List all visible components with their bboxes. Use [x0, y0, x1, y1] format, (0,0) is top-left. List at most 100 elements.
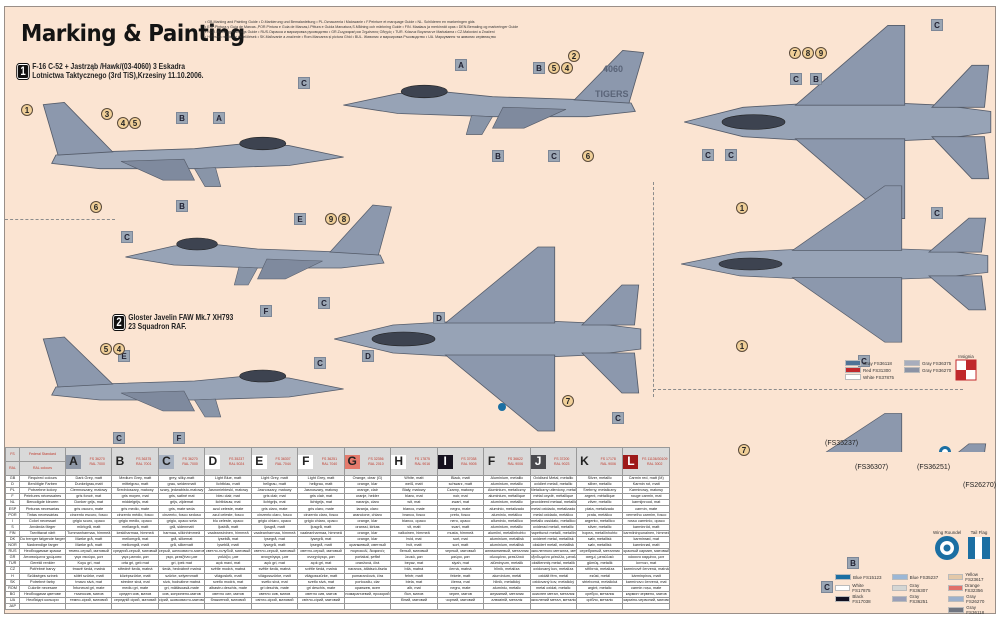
tail-flag-icon: [968, 537, 990, 559]
row-label: Du trenger følgende farger: [19, 535, 66, 544]
color-legend-scheme-1: Gray FS36118 Gray FS36375 Red FS31300 Gray …: [845, 360, 951, 380]
callout-8: 8: [802, 47, 814, 59]
ral-code: RAL 7001: [135, 461, 152, 466]
legend-label: Gray FS26270: [966, 594, 985, 604]
color-swatch: [835, 574, 851, 580]
color-name-cell: темно-серый, матовый: [64, 548, 113, 556]
color-name-cell: vaaleanharmaa, himmeä: [250, 529, 299, 537]
ral-code: RAL 7044: [275, 461, 291, 466]
color-name-cell: світло-сірий, матовий: [297, 596, 345, 604]
color-name-cell: [157, 602, 206, 611]
roundel-icon: [935, 536, 960, 560]
color-name-cell: karmínově červená, matná: [622, 566, 670, 574]
legend-item: Gray FS36307: [891, 583, 939, 593]
color-name-cell: gri, mătăsoasă-mate: [157, 584, 206, 592]
color-name-cell: алуминий, металик: [483, 590, 531, 598]
ral-code: RAL 9016: [414, 461, 431, 466]
callout-6: 6: [90, 201, 102, 213]
guide-line: • ESP.Pintura y Guía de Marcas.,POR.Pint…: [205, 25, 519, 29]
callout-c: C: [931, 19, 943, 31]
callout-c: C: [612, 412, 624, 424]
ral-code: RAL 5024: [228, 461, 245, 466]
color-name-cell: оранжевый, светлый: [343, 542, 392, 550]
color-column-header: I FS 37038 RAL 9005: [436, 447, 485, 476]
color-name-cell: світло-сірий, матовий: [250, 596, 299, 604]
scheme-title: F-16 C-52 + Jastrząb /Hawk/(03-4060) 3 E…: [32, 61, 186, 71]
legend-item: Gray FS36375: [904, 360, 951, 366]
header-label: Federal Standard: [19, 447, 66, 462]
ral-code: RAL 9023: [554, 461, 570, 466]
guide-line: • GB.Marking and Painting Guide • D.Mark…: [205, 20, 475, 24]
color-name-cell: [575, 602, 624, 611]
row-label: Необходими цветове: [19, 590, 66, 598]
color-name-cell: темно-сірий, матовий: [64, 596, 113, 604]
color-name-cell: metal oxidado, metalizado: [529, 505, 577, 513]
fs-callout: (FS36307): [855, 464, 889, 471]
callout-b: B: [533, 62, 545, 74]
fs-code: FS 17178: [600, 456, 616, 461]
color-column-header: L FS 11136/30109 RAL 3002: [622, 447, 670, 476]
javelin-side-view-right: [42, 336, 345, 418]
color-name-cell: Carmin red, matt (M): [622, 474, 670, 483]
divider: [5, 219, 115, 220]
legend-label: Black FS17038: [852, 594, 871, 604]
color-name-cell: Jasnoniebieski, matowy: [204, 487, 252, 495]
legend-item: [835, 605, 882, 615]
scheme-2-label: 2 Gloster Javelin FAW Mk.7 XH793 23 Squad…: [112, 313, 233, 331]
tail-name-text: TIGERS: [595, 89, 629, 99]
underside-view: [333, 246, 642, 432]
color-name-cell: oxidovaný kov, metalíza: [529, 566, 577, 574]
color-name-cell: cinzento, fosco sedoso: [157, 511, 206, 519]
callout-5: 5: [548, 62, 560, 74]
color-column-header: F FS 36251 RAL 7040: [297, 447, 345, 476]
color-swatch: [948, 585, 963, 591]
fs-code: FS 36375: [136, 456, 152, 461]
legend-item: Black FS17038: [835, 594, 882, 604]
callout-7: 7: [789, 47, 801, 59]
color-column-header: A FS 36270 RAL 7000: [64, 447, 113, 476]
color-name-cell: grigio chiaro, opaco: [297, 517, 345, 525]
legend-item: Red FS31300: [845, 367, 894, 373]
color-name-cell: narancs, átlátszó-tiszta: [343, 566, 392, 574]
legend-label: Blue FS35237: [909, 574, 939, 580]
color-name-cell: alumiini, metallinhohto: [483, 529, 531, 537]
legend-label: White FS37875: [863, 374, 895, 380]
color-name-cell: métal oxydé, métallique: [529, 493, 577, 501]
color-name-cell: sivá, hodvábne matná: [157, 578, 206, 586]
ral-code: RAL 3002: [647, 461, 663, 466]
color-name-cell: karmínovo červená, mat: [622, 578, 670, 586]
row-label: Peintures nécessaires: [19, 493, 66, 501]
color-name-cell: светло-серый, матовый: [297, 548, 345, 556]
callout-4: 4: [117, 117, 129, 129]
legend-item: Gray FS36118: [845, 360, 894, 366]
row-label: [19, 602, 66, 611]
table-row: RUS Необходимые краски темно-серый, матовы…: [5, 548, 670, 556]
color-name-cell: помаранчевий, прозорий: [343, 590, 392, 598]
color-name-cell: oxidovaný kov, metalický: [529, 578, 577, 586]
table-row: ROM Culorile necesare Întunecat gri, mate m…: [5, 584, 670, 592]
ral-code: RAL 9006: [600, 461, 616, 466]
callout-a: A: [455, 59, 467, 71]
legend-label: Gray FS36307: [909, 583, 928, 593]
color-letter: F: [298, 454, 314, 469]
color-swatch: [845, 367, 861, 373]
color-column-header: B FS 36375 RAL 7001: [111, 447, 159, 476]
table-row: UA Необхідні кольори темно-сірий, матовий с…: [5, 596, 670, 604]
callout-7: 7: [738, 444, 750, 456]
color-name-cell: szary, jedwabisto-matowy: [157, 487, 206, 495]
legend-label: Blue FS15123: [853, 574, 882, 580]
color-name-cell: Aluminium, metallic: [483, 474, 531, 483]
fs-code: FS 36307: [275, 456, 291, 461]
callout-4: 4: [113, 343, 125, 355]
table-row: FIN Tarvittavat värit Tummanharmaa, himmeä…: [5, 529, 670, 537]
legend-item: Yellow FS23617: [948, 572, 995, 582]
callout-d: D: [433, 312, 445, 324]
fs-code: FS 17875: [414, 456, 430, 461]
legend-label: Gray FS36118: [966, 605, 985, 615]
legend-label: White FS17875: [852, 583, 871, 593]
color-name-cell: metal oxidat, metalic: [529, 584, 577, 592]
language-code: JAP: [5, 602, 20, 611]
divider: [653, 182, 654, 397]
color-name-cell: oxiderad metall, metallic: [529, 523, 577, 531]
color-name-cell: keskiharmaa, himmeä: [111, 529, 159, 537]
